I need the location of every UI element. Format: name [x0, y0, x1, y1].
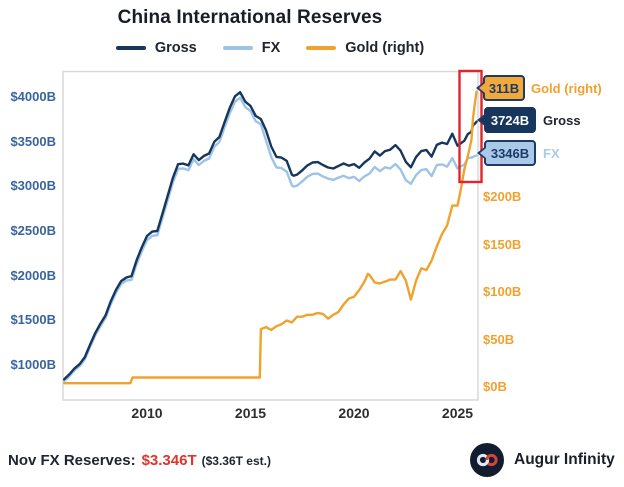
y-left-tick-1500: $1500B	[10, 312, 56, 328]
series-line-gross	[62, 90, 478, 381]
brand: Augur Infinity	[470, 443, 615, 477]
x-tick-2020: 2020	[338, 405, 370, 421]
legend: Gross FX Gold (right)	[0, 40, 540, 56]
y-left-tick-3500: $3500B	[10, 133, 56, 149]
footer-fx-value: $3.346T	[141, 452, 197, 469]
series-line-gold	[62, 90, 478, 385]
legend-item-gold: Gold (right)	[306, 40, 424, 56]
infinity-logo-icon	[470, 443, 504, 477]
badge-pointer-icon	[480, 148, 486, 158]
fx-line-swatch-icon	[222, 46, 253, 50]
brand-name: Augur Infinity	[514, 451, 615, 468]
y-left-tick-1000: $1000B	[10, 357, 56, 372]
y-right-tick-100: $100B	[483, 284, 522, 299]
legend-item-fx: FX	[222, 40, 281, 56]
y-left-tick-3000: $3000B	[10, 178, 56, 194]
legend-item-gross: Gross	[115, 40, 197, 56]
badge-pointer-icon	[480, 115, 486, 125]
footer-note: Nov FX Reserves: $3.346T ($3.36T est.)	[8, 452, 271, 469]
gold-badge-label: Gold (right)	[531, 81, 602, 96]
legend-label-fx: FX	[261, 40, 281, 56]
y-right-tick-200: $200B	[483, 189, 522, 204]
legend-label-gold: Gold (right)	[345, 40, 425, 56]
y-right-tick-0: $0B	[483, 379, 507, 394]
y-right-tick-50: $50B	[483, 331, 515, 347]
gross-badge-label: Gross	[543, 113, 581, 128]
y-left-tick-2500: $2500B	[10, 223, 56, 239]
y-right-tick-150: $150B	[483, 236, 522, 252]
legend-label-gross: Gross	[154, 40, 197, 56]
chart-canvas	[62, 69, 483, 401]
footer-estimate: ($3.36T est.)	[201, 454, 271, 468]
y-left-tick-4000: $4000B	[10, 89, 56, 105]
fx-value-badge: 3346B	[480, 140, 536, 166]
gold-value-badge: 311B	[479, 75, 525, 101]
gross-value-badge: 3724B	[480, 107, 536, 133]
y-left-tick-2000: $2000B	[10, 267, 56, 283]
x-tick-2010: 2010	[131, 405, 163, 421]
plot-border	[62, 70, 479, 401]
x-tick-2025: 2025	[441, 405, 474, 421]
page-title: China International Reserves	[117, 7, 383, 28]
gold-line-swatch-icon	[306, 46, 337, 50]
gross-line-swatch-icon	[115, 46, 146, 50]
x-tick-2015: 2015	[234, 405, 267, 421]
badge-pointer-icon	[479, 83, 485, 93]
footer-label: Nov FX Reserves:	[8, 452, 136, 469]
fx-badge-label: FX	[543, 146, 560, 161]
